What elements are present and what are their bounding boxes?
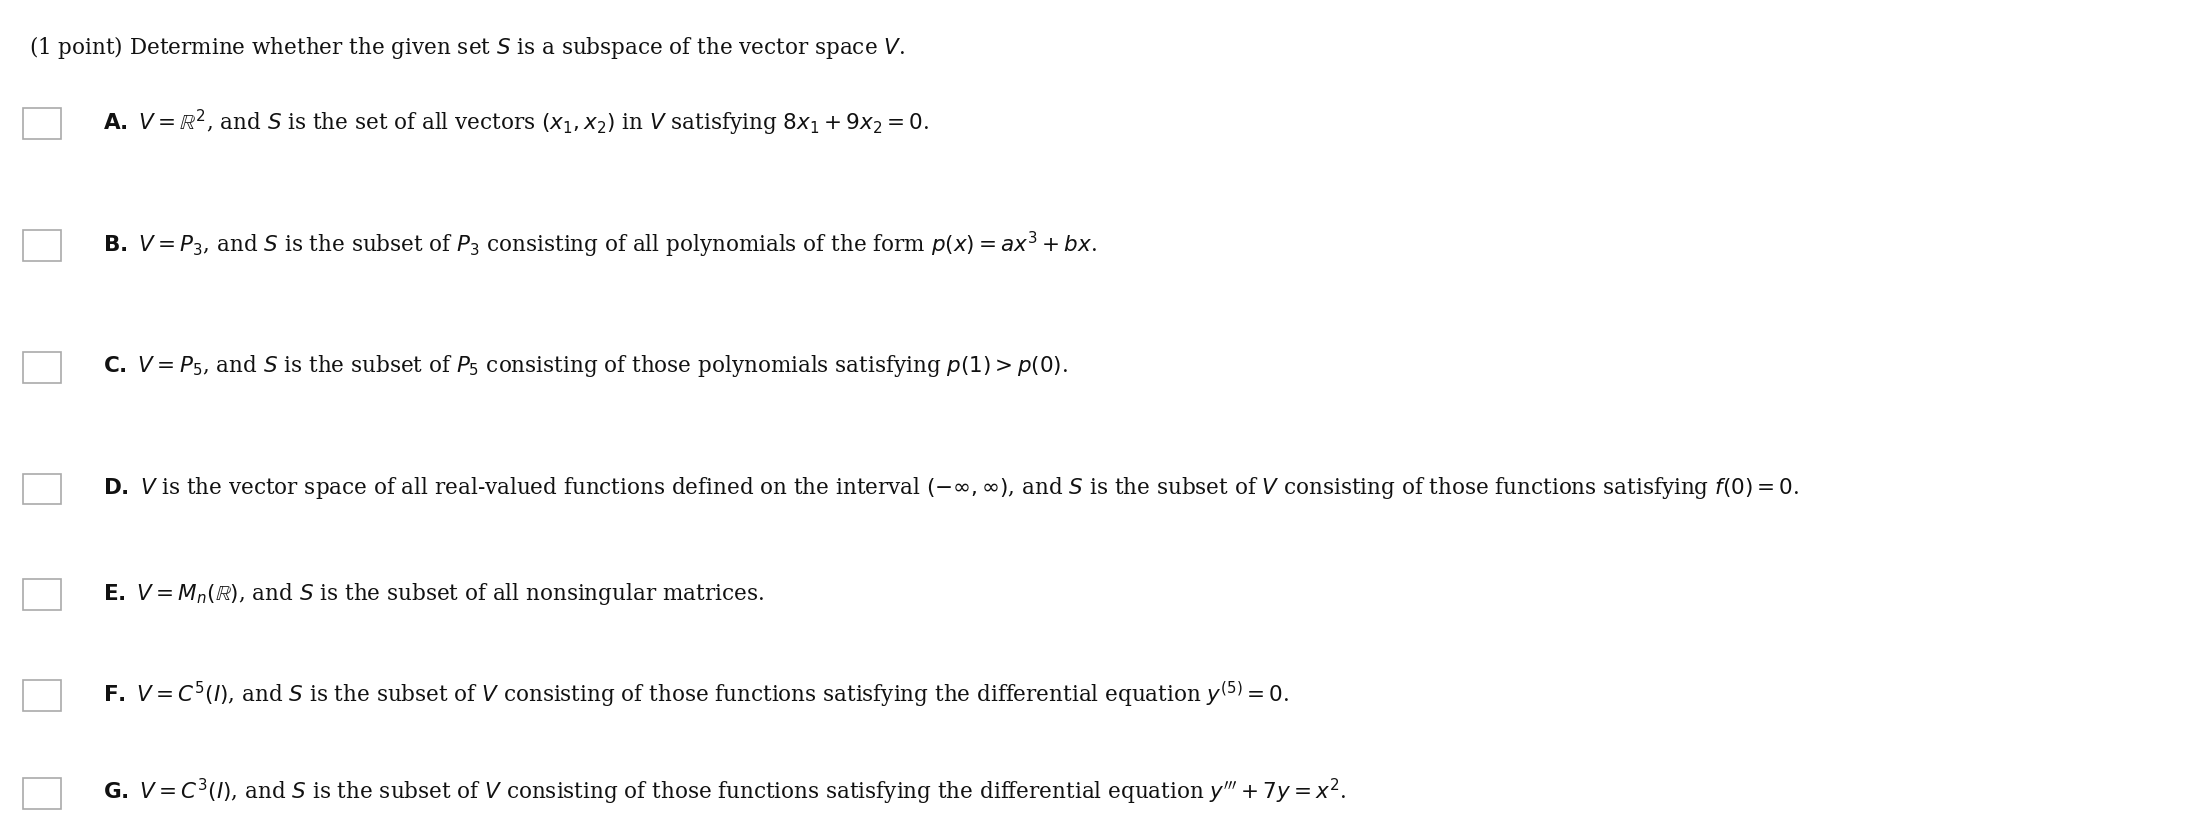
Text: $\mathbf{C.}$ $V = P_5$, and $S$ is the subset of $P_5$ consisting of those poly: $\mathbf{C.}$ $V = P_5$, and $S$ is the … bbox=[103, 353, 1068, 379]
FancyBboxPatch shape bbox=[22, 230, 61, 261]
FancyBboxPatch shape bbox=[22, 474, 61, 505]
Text: $\mathbf{E.}$ $V = M_n(\mathbb{R})$, and $S$ is the subset of all nonsingular ma: $\mathbf{E.}$ $V = M_n(\mathbb{R})$, and… bbox=[103, 580, 764, 606]
FancyBboxPatch shape bbox=[22, 579, 61, 610]
FancyBboxPatch shape bbox=[22, 777, 61, 808]
Text: $\mathbf{F.}$ $V = C^5(I)$, and $S$ is the subset of $V$ consisting of those fun: $\mathbf{F.}$ $V = C^5(I)$, and $S$ is t… bbox=[103, 680, 1290, 710]
Text: $\mathbf{B.}$ $V = P_3$, and $S$ is the subset of $P_3$ consisting of all polyno: $\mathbf{B.}$ $V = P_3$, and $S$ is the … bbox=[103, 230, 1097, 260]
FancyBboxPatch shape bbox=[22, 681, 61, 711]
Text: $\mathbf{A.}$ $V = \mathbb{R}^2$, and $S$ is the set of all vectors $(x_1, x_2)$: $\mathbf{A.}$ $V = \mathbb{R}^2$, and $S… bbox=[103, 108, 928, 138]
Text: $\mathbf{D.}$ $V$ is the vector space of all real-valued functions defined on th: $\mathbf{D.}$ $V$ is the vector space of… bbox=[103, 475, 1799, 501]
FancyBboxPatch shape bbox=[22, 108, 61, 139]
Text: $\mathbf{G.}$ $V = C^3(I)$, and $S$ is the subset of $V$ consisting of those fun: $\mathbf{G.}$ $V = C^3(I)$, and $S$ is t… bbox=[103, 777, 1347, 807]
Text: (1 point) Determine whether the given set $S$ is a subspace of the vector space : (1 point) Determine whether the given se… bbox=[29, 34, 904, 61]
FancyBboxPatch shape bbox=[22, 352, 61, 383]
